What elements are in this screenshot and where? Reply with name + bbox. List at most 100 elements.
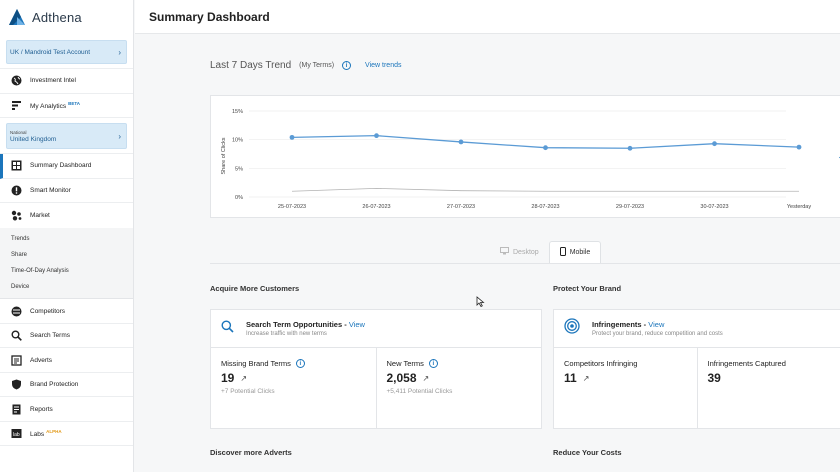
metric-value: 39 — [707, 371, 721, 385]
mobile-icon — [559, 247, 566, 258]
metric-label: Competitors Infringing — [564, 359, 638, 368]
data-point[interactable] — [712, 141, 717, 147]
trend-chart: Share of Clicks 15% 10% 5% 0% 25-07-2023 26-… — [210, 95, 840, 218]
toggle-divider — [210, 263, 840, 264]
y-tick-label: 10% — [232, 138, 243, 144]
external-link-icon[interactable]: ↗ — [582, 373, 590, 383]
sidebar-item-label: Search Terms — [30, 332, 70, 339]
sidebar-item-label: Brand Protection — [30, 381, 79, 388]
data-point[interactable] — [374, 133, 379, 139]
data-point[interactable] — [458, 139, 464, 145]
card-title: Infringements — [592, 320, 642, 329]
app-name: Adthena — [32, 9, 82, 25]
sidebar-item-label: Competitors — [30, 307, 66, 315]
tab-mobile[interactable]: Mobile — [548, 241, 602, 263]
card-description: Protect your brand, reduce competition a… — [592, 331, 723, 337]
sidebar-item-search-terms[interactable]: Search Terms — [0, 324, 133, 349]
sidebar-item-competitors[interactable]: Competitors — [0, 299, 133, 324]
info-icon[interactable]: i — [295, 359, 305, 368]
logo[interactable]: Adthena — [0, 0, 133, 34]
metric-label: Infringements Captured — [707, 359, 786, 368]
sidebar-item-label: Labs — [30, 431, 45, 439]
acquire-section-title: Acquire More Customers — [210, 284, 300, 293]
search-term-opportunities-card: Search Term Opportunities - View Increas… — [210, 309, 542, 429]
alert-icon — [11, 185, 22, 196]
analytics-icon — [11, 100, 22, 111]
y-axis-label: Share of Clicks — [221, 137, 227, 174]
tab-desktop[interactable]: Desktop — [490, 241, 549, 263]
sidebar-item-adverts[interactable]: Adverts — [0, 348, 133, 373]
discover-adverts-title: Discover more Adverts — [210, 448, 292, 457]
subnav-item-share[interactable]: Share — [11, 251, 28, 258]
x-tick-label: 29-07-2023 — [616, 204, 644, 210]
subnav-item-trends[interactable]: Trends — [11, 235, 30, 242]
target-icon — [564, 318, 580, 339]
metric-infringements-captured: Infringements Captured 39 — [698, 348, 840, 428]
region-selector[interactable]: National United Kingdom › — [6, 123, 127, 149]
sidebar-item-my-analytics[interactable]: My Analytics BETA — [0, 94, 133, 118]
reports-icon — [11, 404, 22, 415]
account-name: UK / Mandroid Test Account — [10, 48, 91, 56]
x-tick-label: 27-07-2023 — [447, 204, 475, 210]
chevron-right-icon: › — [118, 131, 121, 141]
card-header: Infringements - View Protect your brand,… — [554, 310, 840, 348]
trend-chart-svg: Share of Clicks 15% 10% 5% 0% 25-07-2023 26-… — [221, 109, 840, 210]
alpha-badge: ALPHA — [46, 428, 62, 434]
labs-icon: lab — [11, 428, 22, 439]
subnav-item-time-of-day[interactable]: Time-Of-Day Analysis — [11, 267, 69, 274]
market-subnav: Trends Share Time-Of-Day Analysis Device — [0, 227, 133, 300]
metric-value: 2,058 — [386, 371, 417, 385]
shield-icon — [11, 379, 22, 390]
sidebar-item-brand-protection[interactable]: Brand Protection — [0, 373, 133, 398]
tab-mobile-label: Mobile — [569, 249, 591, 256]
view-link[interactable]: View — [648, 320, 665, 329]
subnav-item-device[interactable]: Device — [11, 284, 30, 291]
account-selector[interactable]: UK / Mandroid Test Account › — [6, 40, 127, 64]
dashboard-icon — [11, 160, 22, 171]
mouse-cursor-icon — [476, 294, 485, 312]
series-line-secondary — [291, 187, 799, 192]
x-tick-label: Yesterday — [787, 204, 812, 210]
search-icon — [11, 330, 22, 341]
sidebar-item-labs[interactable]: lab Labs ALPHA — [0, 422, 133, 447]
trend-header: Last 7 Days Trend (My Terms) i View tren… — [210, 60, 401, 71]
page-title: Summary Dashboard — [149, 9, 270, 24]
sidebar-item-smart-monitor[interactable]: Smart Monitor — [0, 179, 133, 203]
sidebar-item-label: Market — [30, 211, 50, 219]
sidebar-item-summary-dashboard[interactable]: Summary Dashboard — [0, 154, 133, 179]
globe-icon — [11, 75, 22, 86]
region-label: National — [10, 129, 27, 135]
sidebar-item-label: Investment Intel — [30, 77, 76, 85]
external-link-icon[interactable]: ↗ — [240, 373, 248, 383]
infringements-card: Infringements - View Protect your brand,… — [553, 309, 840, 429]
data-point[interactable] — [796, 144, 802, 150]
x-tick-label: 25-07-2023 — [278, 204, 306, 210]
sidebar: Adthena UK / Mandroid Test Account › Inv… — [0, 0, 134, 472]
card-header: Search Term Opportunities - View Increas… — [211, 310, 541, 348]
view-link[interactable]: View — [348, 320, 365, 329]
data-point[interactable] — [627, 145, 633, 151]
sidebar-item-label: Smart Monitor — [30, 186, 71, 194]
data-point[interactable] — [543, 145, 548, 151]
data-point[interactable] — [289, 134, 295, 140]
view-trends-link[interactable]: View trends — [365, 62, 402, 69]
external-link-icon[interactable]: ↗ — [422, 373, 430, 383]
region-value: United Kingdom — [10, 135, 57, 143]
x-tick-label: 30-07-2023 — [700, 204, 728, 210]
sidebar-item-reports[interactable]: Reports — [0, 397, 133, 422]
sidebar-item-investment-intel[interactable]: Investment Intel — [0, 69, 133, 94]
sidebar-item-market[interactable]: Market — [0, 203, 133, 228]
y-tick-label: 5% — [235, 166, 243, 172]
info-icon[interactable]: i — [428, 359, 438, 368]
header: Summary Dashboard — [135, 0, 840, 34]
card-description: Increase traffic with new terms — [246, 331, 327, 337]
search-icon — [221, 320, 234, 338]
card-title: Search Term Opportunities — [246, 320, 343, 329]
metric-competitors-infringing: Competitors Infringing 11 ↗ — [554, 348, 698, 428]
reduce-costs-title: Reduce Your Costs — [553, 448, 622, 457]
adthena-logo-icon — [8, 8, 26, 26]
sidebar-item-label: Adverts — [30, 356, 53, 364]
info-icon[interactable]: i — [342, 61, 352, 70]
tab-desktop-label: Desktop — [513, 248, 539, 256]
y-tick-label: 15% — [232, 109, 243, 115]
